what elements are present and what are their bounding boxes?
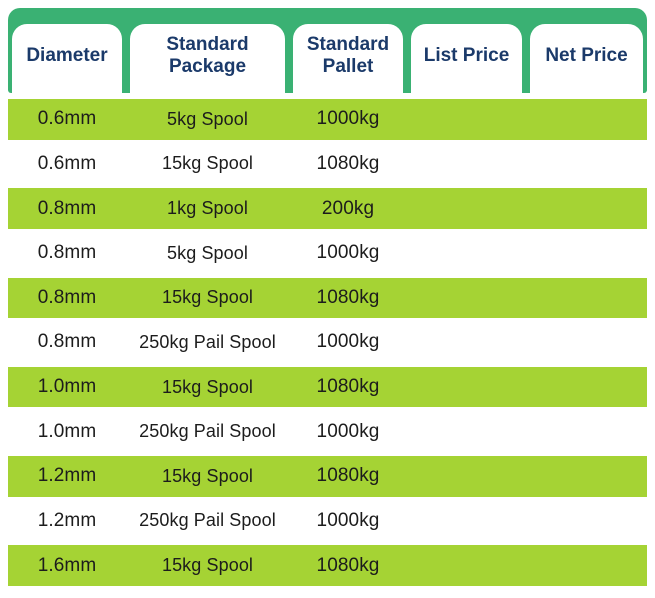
- cell-standard-pallet: 1080kg: [316, 152, 380, 174]
- cell-standard-pallet: 1080kg: [316, 554, 380, 576]
- table-row: 0.8mm 15kg Spool 1080kg: [8, 275, 647, 321]
- header-slot-net-price: Net Price: [526, 24, 647, 93]
- cell-standard-pallet: 1080kg: [316, 465, 380, 487]
- table-row: 0.6mm 5kg Spool 1000kg: [8, 97, 647, 142]
- cell-standard-package: 15kg Spool: [161, 555, 254, 576]
- column-header-label: Standard Package: [166, 33, 249, 77]
- column-header-label: Net Price: [545, 44, 628, 66]
- pricing-table: Diameter Standard Package Standard Palle…: [8, 8, 647, 588]
- cell-diameter: 1.2mm: [37, 465, 97, 487]
- table-row: 0.6mm 15kg Spool 1080kg: [8, 141, 647, 187]
- cell-diameter: 1.0mm: [37, 420, 97, 442]
- cell-standard-pallet: 200kg: [321, 197, 375, 219]
- table-row: 1.2mm 15kg Spool 1080kg: [8, 454, 647, 499]
- column-header-label: Diameter: [26, 44, 108, 66]
- cell-standard-package: 15kg Spool: [161, 376, 254, 397]
- column-header-net-price: Net Price: [530, 24, 643, 93]
- cell-standard-pallet: 1000kg: [316, 509, 380, 531]
- cell-standard-pallet: 1000kg: [316, 331, 380, 353]
- cell-standard-package: 250kg Pail Spool: [139, 510, 276, 531]
- table-body: 0.6mm 5kg Spool 1000kg 0.6mm 15kg Spool …: [8, 97, 647, 588]
- table-row: 1.2mm 250kg Pail Spool 1000kg: [8, 498, 647, 544]
- cell-standard-package: 250kg Pail Spool: [139, 421, 276, 442]
- cell-standard-pallet: 1080kg: [316, 286, 380, 308]
- cell-diameter: 0.8mm: [37, 331, 97, 353]
- cell-diameter: 0.8mm: [37, 242, 97, 264]
- header-slot-list-price: List Price: [407, 24, 526, 93]
- column-header-diameter: Diameter: [12, 24, 122, 93]
- header-slot-standard-pallet: Standard Pallet: [289, 24, 407, 93]
- table-row: 0.8mm 250kg Pail Spool 1000kg: [8, 320, 647, 365]
- cell-diameter: 1.6mm: [37, 554, 97, 576]
- cell-diameter: 0.8mm: [37, 286, 97, 308]
- cell-standard-package: 1kg Spool: [167, 198, 248, 219]
- column-header-label: Standard Pallet: [306, 33, 390, 77]
- header-slot-diameter: Diameter: [8, 24, 126, 93]
- cell-diameter: 0.6mm: [37, 152, 97, 174]
- table-row: 1.0mm 15kg Spool 1080kg: [8, 364, 647, 410]
- column-header-standard-pallet: Standard Pallet: [293, 24, 403, 93]
- cell-standard-package: 250kg Pail Spool: [139, 331, 276, 352]
- cell-diameter: 0.6mm: [37, 108, 97, 130]
- column-header-label: List Price: [423, 44, 510, 66]
- table-row: 0.8mm 1kg Spool 200kg: [8, 186, 647, 231]
- table-row: 1.0mm 250kg Pail Spool 1000kg: [8, 409, 647, 454]
- cell-standard-package: 5kg Spool: [167, 242, 248, 263]
- column-header-list-price: List Price: [411, 24, 522, 93]
- header-slot-standard-package: Standard Package: [126, 24, 289, 93]
- cell-standard-pallet: 1080kg: [316, 376, 380, 398]
- column-header-standard-package: Standard Package: [130, 24, 285, 93]
- table-row: 0.8mm 5kg Spool 1000kg: [8, 230, 647, 276]
- cell-standard-pallet: 1000kg: [316, 242, 380, 264]
- cell-standard-pallet: 1000kg: [316, 420, 380, 442]
- table-header-band: Diameter Standard Package Standard Palle…: [8, 8, 647, 93]
- cell-standard-package: 15kg Spool: [161, 287, 254, 308]
- cell-standard-package: 15kg Spool: [161, 465, 254, 486]
- cell-standard-package: 5kg Spool: [167, 108, 248, 129]
- table-row: 1.6mm 15kg Spool 1080kg: [8, 543, 647, 588]
- cell-standard-package: 15kg Spool: [161, 153, 254, 174]
- cell-diameter: 1.2mm: [37, 509, 97, 531]
- cell-diameter: 0.8mm: [37, 197, 97, 219]
- cell-diameter: 1.0mm: [37, 376, 97, 398]
- cell-standard-pallet: 1000kg: [316, 108, 380, 130]
